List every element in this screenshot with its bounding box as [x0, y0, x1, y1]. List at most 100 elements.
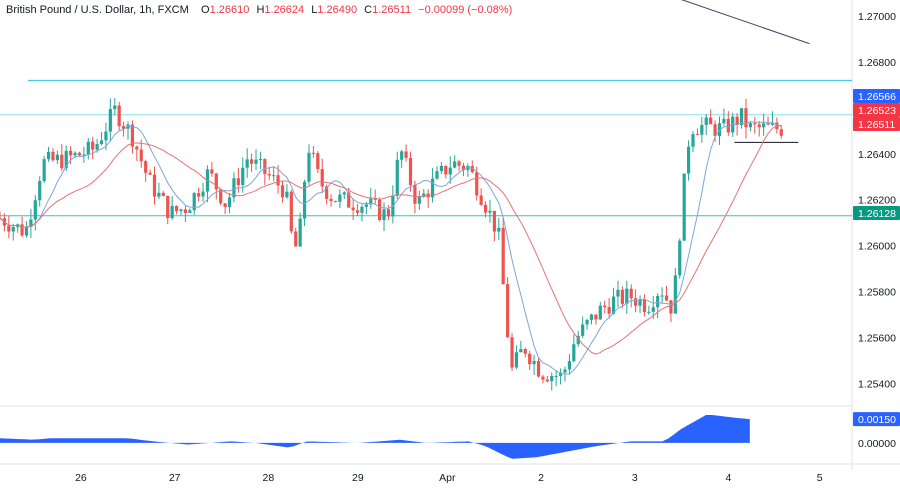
y-tick-label: 1.27000 [858, 11, 896, 23]
high-value: 1.26624 [264, 4, 305, 16]
candle-body [417, 196, 421, 204]
candle-body [329, 198, 333, 202]
x-tick-label: 29 [352, 472, 364, 484]
candle-body [647, 311, 651, 313]
candle-body [369, 198, 373, 205]
candle-body [603, 305, 607, 308]
candle-body [554, 375, 558, 377]
candle-body [686, 146, 691, 174]
candle-body [572, 344, 576, 362]
candle-body [382, 209, 386, 220]
candle-body [404, 151, 408, 158]
open-value: 1.26610 [209, 4, 250, 16]
candle-body [360, 206, 364, 213]
y-tick-label: 1.25400 [858, 378, 896, 390]
candle-body [523, 349, 527, 354]
candle-body [664, 295, 669, 301]
candle-body [95, 144, 99, 150]
osc-value-tag-label: 0.00150 [858, 414, 896, 426]
candle-body [245, 159, 249, 168]
candle-body [320, 169, 324, 187]
candle-body [757, 124, 761, 128]
candle-body [223, 203, 227, 208]
candle-body [488, 210, 492, 213]
candle-body [219, 189, 223, 204]
candle-body [536, 360, 541, 377]
price-tag-label: 1.26128 [858, 208, 896, 220]
candle-body [607, 307, 611, 314]
chart-header: British Pound / U.S. Dollar, 1h, FXCM O1… [6, 4, 512, 16]
high-label: H [256, 4, 265, 16]
candle-body [38, 181, 42, 201]
candle-body [214, 173, 218, 190]
candle-body [762, 123, 766, 128]
candle-body [744, 108, 748, 128]
candle-body [444, 165, 448, 175]
candle-body [91, 141, 95, 150]
candle-body [550, 375, 554, 382]
candle-body [726, 118, 730, 133]
osc-value-tag [853, 412, 900, 427]
candle-body [616, 289, 620, 297]
x-tick-label: 2 [538, 472, 544, 484]
candle-body [351, 207, 355, 211]
price-tag-label: 1.26523 [858, 105, 896, 117]
candle-body [152, 174, 157, 197]
candle-body [135, 146, 139, 150]
candle-body [69, 150, 73, 156]
candle-body [766, 123, 770, 125]
candle-body [197, 193, 201, 197]
candle-body [33, 200, 37, 220]
price-tag-label: 1.26566 [858, 91, 896, 103]
osc-zero-label: 0.00000 [858, 438, 896, 450]
candle-body [435, 171, 439, 179]
candle-body [82, 154, 86, 156]
candle-body [563, 369, 567, 373]
candle-body [709, 117, 713, 125]
candle-body [422, 193, 426, 197]
candle-body [634, 298, 638, 306]
candle-body [413, 185, 417, 204]
candle-body [302, 181, 307, 219]
low-label: L [311, 4, 318, 16]
candle-body [77, 152, 82, 156]
candle-body [298, 218, 302, 247]
candle-body [280, 185, 285, 198]
candle-body [179, 209, 183, 212]
candle-body [510, 337, 514, 368]
x-tick-label: 5 [817, 472, 823, 484]
candle-body [625, 288, 629, 304]
candle-body [258, 159, 263, 161]
candle-body [285, 191, 289, 198]
candle-body [739, 108, 744, 125]
symbol-title: British Pound / U.S. Dollar, 1h, FXCM [6, 4, 189, 16]
candle-body [73, 152, 77, 156]
candle-body [24, 226, 29, 236]
y-tick-label: 1.26800 [858, 57, 896, 69]
close-value: 1.26511 [372, 4, 412, 16]
candle-body [210, 169, 214, 174]
candle-body [232, 178, 236, 198]
candle-body [735, 116, 739, 125]
oscillator-area [0, 415, 750, 459]
candle-body [86, 141, 90, 155]
candle-body [585, 319, 589, 325]
candle-body [236, 178, 240, 186]
candle-body [289, 191, 293, 232]
candle-body [254, 159, 258, 164]
candle-body [99, 140, 104, 145]
candle-body [311, 152, 315, 154]
x-tick-label: Apr [439, 472, 456, 484]
candle-body [589, 314, 594, 320]
candle-body [483, 204, 488, 213]
candle-body [457, 161, 461, 166]
candle-body [192, 193, 196, 211]
candle-body [347, 192, 351, 208]
candle-body [64, 150, 68, 169]
candle-body [395, 159, 399, 196]
candle-body [144, 161, 148, 173]
candle-body [479, 195, 483, 205]
candle-body [29, 219, 33, 227]
